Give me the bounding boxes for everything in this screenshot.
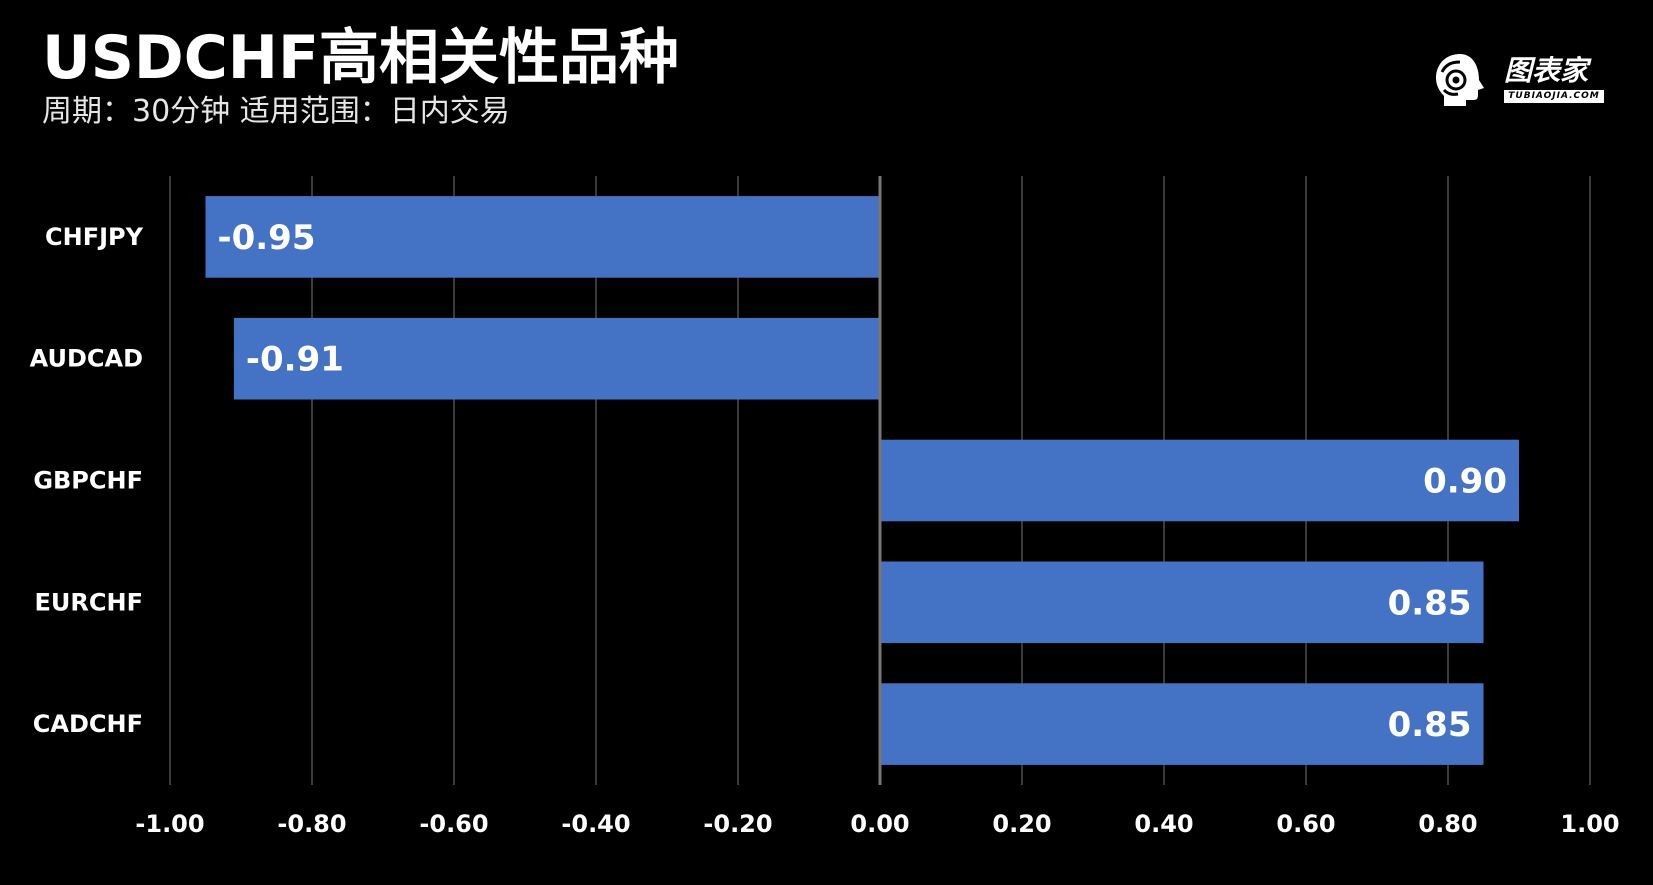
category-label-cadchf: CADCHF	[33, 710, 143, 738]
bar-gbpchf	[880, 439, 1519, 522]
bar-chfjpy	[205, 196, 880, 278]
x-tick-label: 0.20	[992, 810, 1051, 838]
logo-text: 图表家	[1504, 54, 1589, 87]
x-tick-label: -0.80	[277, 810, 346, 838]
x-tick-label: 1.00	[1560, 810, 1619, 838]
x-tick-labels: -1.00 -0.80 -0.60 -0.40 -0.20 0.00 0.20 0.40 0.6…	[135, 810, 1619, 838]
x-tick-label: -0.20	[703, 810, 772, 838]
bar-cadchf	[880, 683, 1484, 765]
value-label-cadchf: 0.85	[1388, 705, 1472, 745]
x-tick-label: 0.80	[1418, 810, 1477, 838]
value-label-eurchf: 0.85	[1388, 583, 1472, 623]
x-tick-label: -0.40	[561, 810, 630, 838]
head-profile-logo-icon	[1436, 54, 1484, 106]
x-tick-label: -0.60	[419, 810, 488, 838]
chart-title: USDCHF高相关性品种	[42, 23, 679, 93]
x-tick-label: 0.00	[850, 810, 909, 838]
bar-eurchf	[880, 561, 1484, 644]
category-label-gbpchf: GBPCHF	[33, 467, 143, 495]
x-tick-label: 0.40	[1134, 810, 1193, 838]
category-label-chfjpy: CHFJPY	[45, 223, 144, 251]
value-label-chfjpy: -0.95	[218, 218, 316, 258]
value-label-audcad: -0.91	[246, 340, 344, 380]
brand-logo: 图表家 TUBIAOJIA.COM	[1430, 50, 1610, 110]
bar-audcad	[233, 317, 880, 400]
value-labels: -0.95 -0.91 0.90 0.85 0.85	[218, 218, 1508, 745]
logo-subtext: TUBIAOJIA.COM	[1504, 90, 1604, 103]
x-tick-label: -1.00	[135, 810, 204, 838]
chart-subtitle: 周期：30分钟 适用范围：日内交易	[42, 94, 510, 129]
x-tick-label: 0.60	[1276, 810, 1335, 838]
category-label-eurchf: EURCHF	[35, 588, 143, 616]
category-labels: CHFJPY AUDCAD GBPCHF EURCHF CADCHF	[30, 223, 144, 738]
bars	[205, 196, 1519, 765]
value-label-gbpchf: 0.90	[1423, 462, 1507, 502]
category-label-audcad: AUDCAD	[30, 345, 143, 373]
